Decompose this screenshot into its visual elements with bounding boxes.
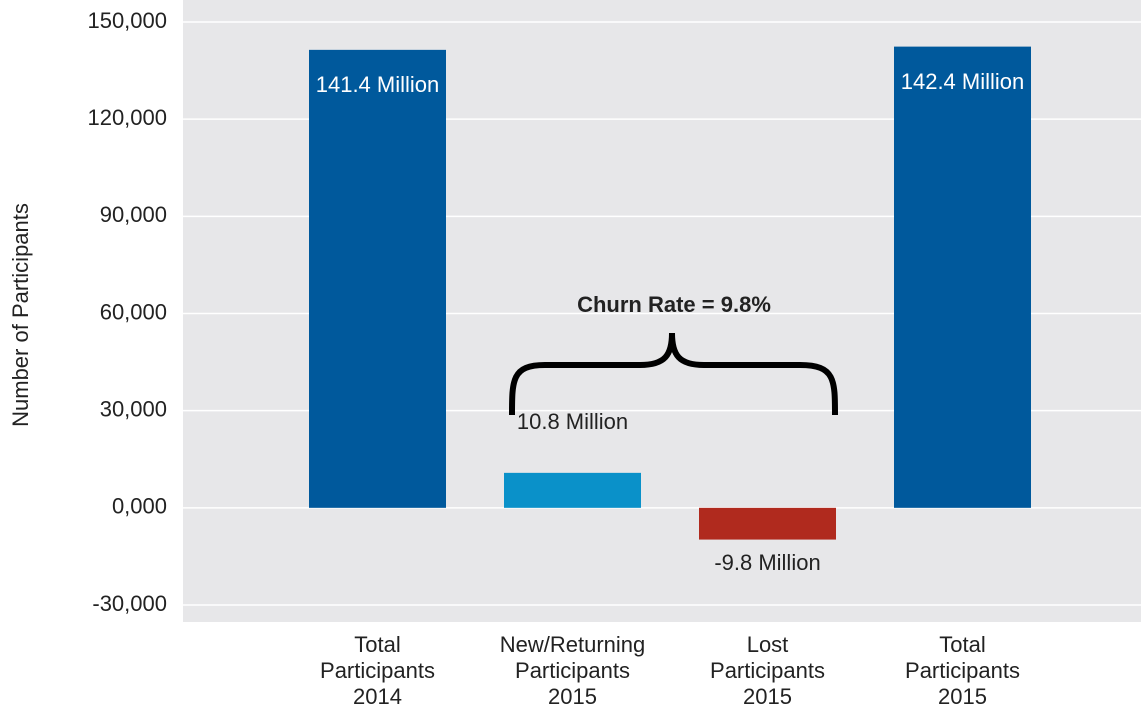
y-tick-label: 30,000 xyxy=(100,396,167,421)
x-tick-label: Lost Participants 2015 xyxy=(710,632,825,709)
bar xyxy=(699,507,836,540)
bar xyxy=(504,472,641,508)
x-tick-label: Total Participants 2015 xyxy=(905,632,1020,709)
value-label: 141.4 Million xyxy=(315,71,440,97)
bars xyxy=(309,46,1031,540)
y-tick-label: 60,000 xyxy=(100,299,167,324)
y-tick-label: -30,000 xyxy=(92,591,167,616)
y-tick-label: 120,000 xyxy=(87,105,167,130)
y-tick-label: 0,000 xyxy=(112,494,167,519)
value-label: 10.8 Million xyxy=(516,408,629,434)
y-tick-label: 150,000 xyxy=(87,8,167,33)
bar xyxy=(894,46,1031,508)
x-tick-label: New/Returning Participants 2015 xyxy=(499,632,646,709)
bar xyxy=(309,49,446,508)
annotation: Churn Rate = 9.8% xyxy=(577,292,771,317)
value-label: -9.8 Million xyxy=(714,549,821,575)
value-label: 142.4 Million xyxy=(900,68,1025,94)
x-tick-label: Total Participants 2014 xyxy=(320,632,435,709)
brace xyxy=(509,332,838,416)
y-tick-label: 90,000 xyxy=(100,202,167,227)
y-axis-label: Number of Participants xyxy=(8,203,33,427)
